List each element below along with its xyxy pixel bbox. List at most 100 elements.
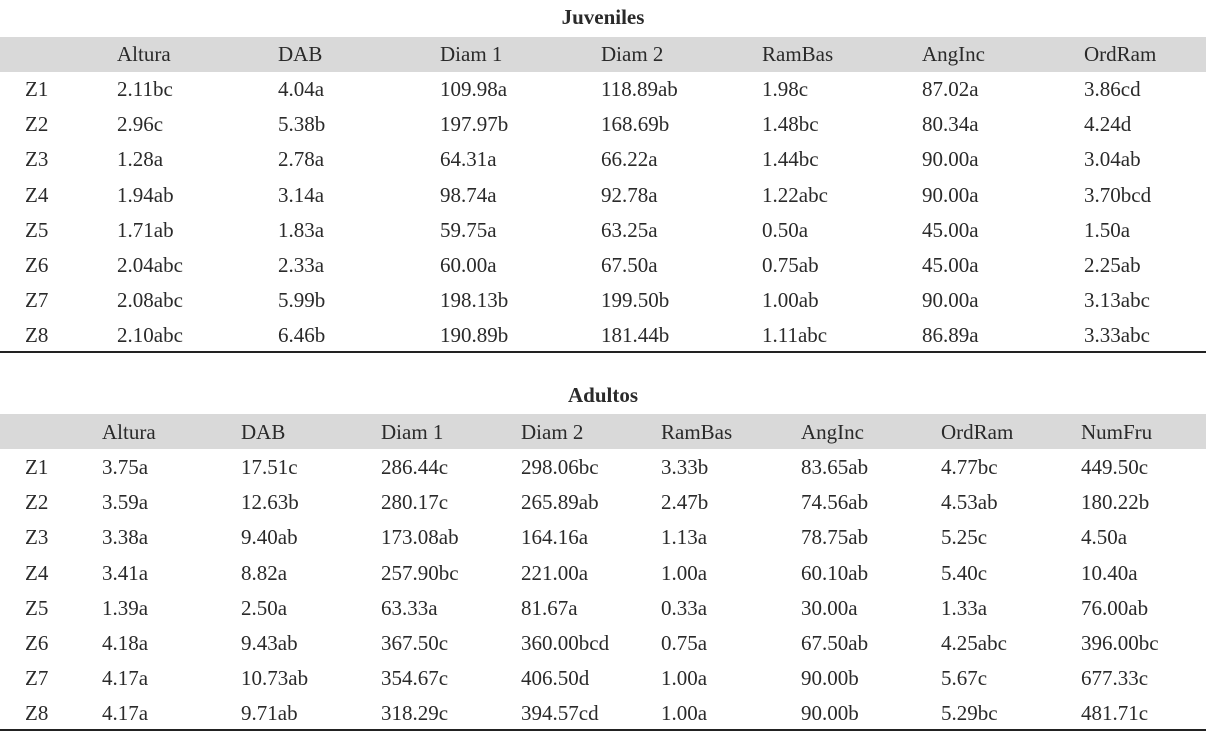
row-label: Z5	[25, 217, 49, 242]
column-header: RamBas	[661, 420, 733, 444]
cell: 78.75ab	[801, 525, 869, 550]
column-header: NumFru	[1081, 420, 1153, 444]
cell: 4.25abc	[941, 631, 1007, 655]
cell: 2.78a	[278, 147, 325, 172]
column-header: OrdRam	[1084, 42, 1157, 66]
cell: 396.00bc	[1081, 631, 1159, 655]
cell: 3.33abc	[1084, 323, 1150, 348]
cell: 3.41a	[102, 560, 149, 585]
cell: 1.83a	[278, 217, 325, 242]
cell: 199.50b	[601, 288, 670, 313]
cell: 1.98c	[762, 77, 809, 101]
cell: 109.98a	[440, 77, 508, 101]
cell: 181.44b	[601, 323, 670, 348]
cell: 1.50a	[1084, 217, 1131, 242]
cell: 197.97b	[440, 112, 509, 137]
cell: 2.08abc	[117, 288, 183, 313]
column-header: OrdRam	[941, 420, 1014, 444]
bottom-rule	[0, 351, 1206, 353]
cell: 3.04ab	[1084, 147, 1141, 172]
cell: 90.00b	[801, 701, 859, 726]
column-header: Altura	[117, 42, 171, 66]
cell: 30.00a	[801, 595, 858, 620]
cell: 1.94ab	[117, 182, 174, 207]
column-header: AngInc	[801, 420, 864, 444]
cell: 59.75a	[440, 217, 497, 242]
cell: 0.50a	[762, 217, 809, 242]
cell: 3.70bcd	[1084, 182, 1152, 207]
column-header: Altura	[102, 420, 156, 444]
cell: 4.24d	[1084, 112, 1132, 137]
cell: 4.77bc	[941, 455, 998, 479]
row-label: Z2	[25, 112, 49, 137]
cell: 394.57cd	[521, 701, 599, 726]
cell: 449.50c	[1081, 455, 1149, 479]
row-label: Z6	[25, 253, 49, 277]
row-label: Z8	[25, 323, 49, 348]
cell: 0.33a	[661, 595, 708, 620]
cell: 6.46b	[278, 323, 326, 348]
cell: 677.33c	[1081, 666, 1149, 691]
cell: 4.18a	[102, 631, 149, 655]
row-label: Z6	[25, 631, 49, 655]
cell: 0.75ab	[762, 253, 819, 277]
cell: 1.11abc	[762, 323, 828, 348]
cell: 81.67a	[521, 595, 578, 620]
column-header: DAB	[241, 420, 286, 444]
cell: 63.25a	[601, 217, 658, 242]
cell: 1.13a	[661, 525, 708, 550]
cell: 0.75a	[661, 631, 708, 655]
cell: 318.29c	[381, 701, 449, 726]
cell: 5.25c	[941, 525, 988, 550]
column-header: Diam 1	[440, 42, 503, 66]
cell: 98.74a	[440, 182, 497, 207]
cell: 3.14a	[278, 182, 325, 207]
cell: 1.00a	[661, 666, 708, 691]
cell: 1.44bc	[762, 147, 819, 172]
cell: 10.73ab	[241, 666, 309, 691]
cell: 66.22a	[601, 147, 658, 172]
column-header: RamBas	[762, 42, 834, 66]
cell: 286.44c	[381, 455, 449, 479]
cell: 1.00a	[661, 560, 708, 585]
cell: 280.17c	[381, 490, 449, 515]
cell: 8.82a	[241, 560, 288, 585]
cell: 1.39a	[102, 595, 149, 620]
cell: 4.17a	[102, 701, 149, 726]
cell: 90.00a	[922, 182, 979, 207]
row-label: Z7	[25, 288, 49, 313]
row-label: Z3	[25, 147, 49, 172]
cell: 17.51c	[241, 455, 298, 479]
cell: 406.50d	[521, 666, 590, 691]
cell: 80.34a	[922, 112, 979, 137]
row-label: Z5	[25, 595, 49, 620]
cell: 221.00a	[521, 560, 589, 585]
column-header: AngInc	[922, 42, 985, 66]
cell: 3.75a	[102, 455, 149, 479]
header-band	[0, 414, 1206, 449]
cell: 1.48bc	[762, 112, 819, 137]
cell: 63.33a	[381, 595, 438, 620]
cell: 67.50a	[601, 253, 658, 277]
cell: 3.86cd	[1084, 77, 1141, 101]
cell: 74.56ab	[801, 490, 869, 515]
column-header: Diam 2	[601, 42, 664, 66]
cell: 3.38a	[102, 525, 149, 550]
cell: 3.33b	[661, 455, 709, 479]
cell: 2.11bc	[117, 77, 173, 101]
cell: 4.04a	[278, 77, 325, 101]
cell: 87.02a	[922, 77, 979, 101]
cell: 118.89ab	[601, 77, 678, 101]
cell: 4.50a	[1081, 525, 1128, 550]
cell: 2.04abc	[117, 253, 183, 277]
cell: 45.00a	[922, 253, 979, 277]
cell: 45.00a	[922, 217, 979, 242]
row-label: Z2	[25, 490, 49, 515]
cell: 354.67c	[381, 666, 449, 691]
cell: 5.38b	[278, 112, 326, 137]
cell: 90.00a	[922, 288, 979, 313]
row-label: Z4	[25, 182, 49, 207]
cell: 3.13abc	[1084, 288, 1150, 313]
cell: 67.50ab	[801, 631, 869, 655]
cell: 60.00a	[440, 253, 497, 277]
